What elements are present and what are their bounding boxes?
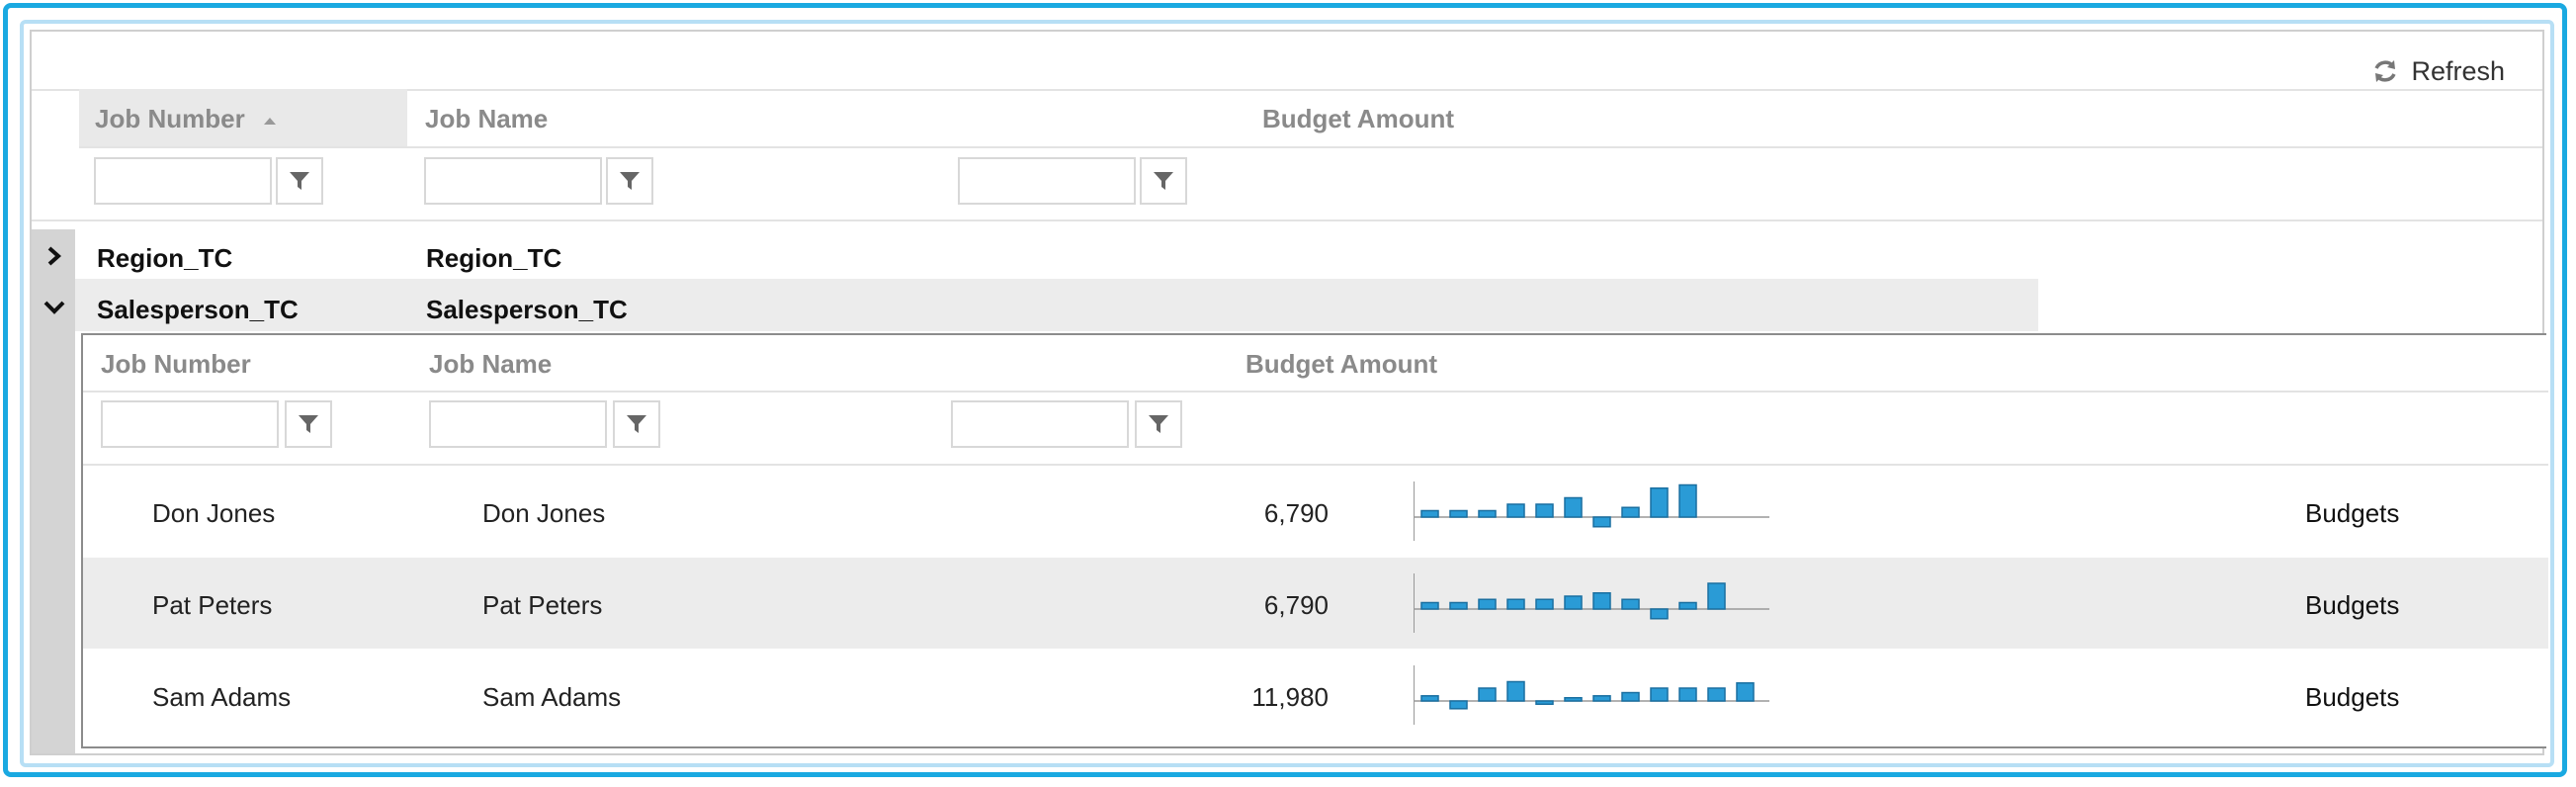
- filter-input-job-name[interactable]: [424, 157, 602, 205]
- sparkline-bar: [1535, 700, 1554, 705]
- row-budget-amount: 6,790: [1263, 498, 1329, 528]
- table-row[interactable]: Pat Peters Pat Peters 6,790 Budgets: [83, 558, 2548, 649]
- header-budget-amount[interactable]: Budget Amount: [1262, 104, 1454, 133]
- sparkline-bar: [1678, 601, 1697, 610]
- group-gutter: [32, 229, 75, 753]
- detail-filter-input-job-name[interactable]: [429, 400, 607, 448]
- sparkline-bar: [1449, 509, 1468, 518]
- sparkline-bar: [1564, 595, 1583, 610]
- sparkline-bar: [1506, 598, 1525, 610]
- refresh-label: Refresh: [2411, 55, 2505, 86]
- budgets-link[interactable]: Budgets: [2305, 498, 2400, 528]
- sparkline-bar: [1621, 691, 1640, 702]
- table-row[interactable]: Don Jones Don Jones 6,790 Budgets: [83, 466, 2548, 557]
- filter-button-budget-amount[interactable]: [1140, 157, 1187, 205]
- sparkline-bar: [1478, 598, 1497, 610]
- budgets-link[interactable]: Budgets: [2305, 682, 2400, 712]
- header-job-number[interactable]: Job Number: [95, 104, 276, 134]
- sparkline-bar: [1736, 682, 1755, 702]
- detail-filter-input-budget-amount[interactable]: [951, 400, 1129, 448]
- detail-header-job-number[interactable]: Job Number: [101, 349, 251, 379]
- sorted-column-bg: [79, 89, 407, 146]
- detail-header-job-name[interactable]: Job Name: [429, 349, 553, 379]
- group-region-job-name: Region_TC: [426, 243, 562, 273]
- row-sparkline: [1414, 481, 1769, 541]
- filter-button-job-name[interactable]: [606, 157, 653, 205]
- sparkline-bar: [1650, 608, 1669, 620]
- filter-icon: [1149, 415, 1168, 433]
- row-job-number: Sam Adams: [152, 682, 292, 712]
- row-job-name: Don Jones: [482, 498, 606, 528]
- sparkline-bar: [1650, 487, 1669, 518]
- sparkline-bar: [1621, 598, 1640, 610]
- sparkline-bar: [1650, 687, 1669, 702]
- filter-icon: [620, 172, 640, 190]
- group-region-job-number: Region_TC: [97, 243, 233, 273]
- sparkline-bar: [1506, 503, 1525, 518]
- filter-button-job-number[interactable]: [276, 157, 323, 205]
- expand-region-button[interactable]: [40, 241, 69, 271]
- chevron-down-icon: [43, 301, 65, 314]
- sparkline-bar: [1420, 695, 1439, 702]
- detail-filter-button-budget-amount[interactable]: [1135, 400, 1182, 448]
- sparkline-bar: [1420, 509, 1439, 518]
- filter-icon: [290, 172, 309, 190]
- grid: Refresh Job Number Job Name Budget Amoun…: [30, 30, 2548, 755]
- detail-filter-button-job-number[interactable]: [285, 400, 332, 448]
- filter-icon: [627, 415, 646, 433]
- group-salesperson-job-name: Salesperson_TC: [426, 295, 628, 324]
- detail-header-budget-amount[interactable]: Budget Amount: [1245, 349, 1437, 379]
- sparkline-bar: [1564, 496, 1583, 518]
- sparkline-bar: [1564, 697, 1583, 702]
- sparkline-bar: [1621, 506, 1640, 518]
- refresh-button[interactable]: Refresh: [2371, 51, 2505, 91]
- filter-icon: [1154, 172, 1173, 190]
- outer-frame: [3, 3, 2567, 777]
- row-job-name: Sam Adams: [482, 682, 622, 712]
- sparkline-bar: [1592, 516, 1611, 528]
- header-job-number-label: Job Number: [95, 104, 245, 133]
- row-job-name: Pat Peters: [482, 590, 603, 620]
- row-job-number: Pat Peters: [152, 590, 273, 620]
- sparkline-bar: [1707, 687, 1726, 702]
- row-job-number: Don Jones: [152, 498, 276, 528]
- row-sparkline: [1414, 573, 1769, 633]
- collapse-salesperson-button[interactable]: [40, 293, 69, 322]
- sparkline-bar: [1592, 592, 1611, 610]
- detail-grid: Job Number Job Name Budget Amount Don Jo…: [81, 333, 2548, 748]
- detail-filter-button-job-name[interactable]: [613, 400, 660, 448]
- group-salesperson-job-number: Salesperson_TC: [97, 295, 299, 324]
- refresh-icon: [2374, 60, 2397, 82]
- sparkline-bar: [1707, 582, 1726, 610]
- chevron-right-icon: [47, 246, 62, 266]
- sparkline-bar: [1506, 680, 1525, 702]
- sort-ascending-icon: [263, 117, 276, 125]
- row-budget-amount: 6,790: [1263, 590, 1329, 620]
- sparkline-bar: [1535, 598, 1554, 610]
- row-sparkline: [1414, 665, 1769, 725]
- filter-input-job-number[interactable]: [94, 157, 272, 205]
- detail-filter-input-job-number[interactable]: [101, 400, 279, 448]
- header-job-name[interactable]: Job Name: [425, 104, 549, 133]
- row-budget-amount: 11,980: [1251, 682, 1329, 712]
- sparkline-bar: [1449, 601, 1468, 610]
- sparkline-bar: [1478, 687, 1497, 702]
- sparkline-bar: [1449, 700, 1468, 710]
- table-row[interactable]: Sam Adams Sam Adams 11,980 Budgets: [83, 650, 2548, 741]
- sparkline-bar: [1678, 687, 1697, 702]
- filter-icon: [299, 415, 318, 433]
- filter-input-budget-amount[interactable]: [958, 157, 1136, 205]
- sparkline-bar: [1478, 509, 1497, 518]
- budgets-link[interactable]: Budgets: [2305, 590, 2400, 620]
- group-salesperson-row-bg: [75, 279, 2038, 331]
- sparkline-bar: [1535, 503, 1554, 518]
- sparkline-bar: [1420, 601, 1439, 610]
- sparkline-bar: [1678, 483, 1697, 518]
- sparkline-bar: [1592, 695, 1611, 702]
